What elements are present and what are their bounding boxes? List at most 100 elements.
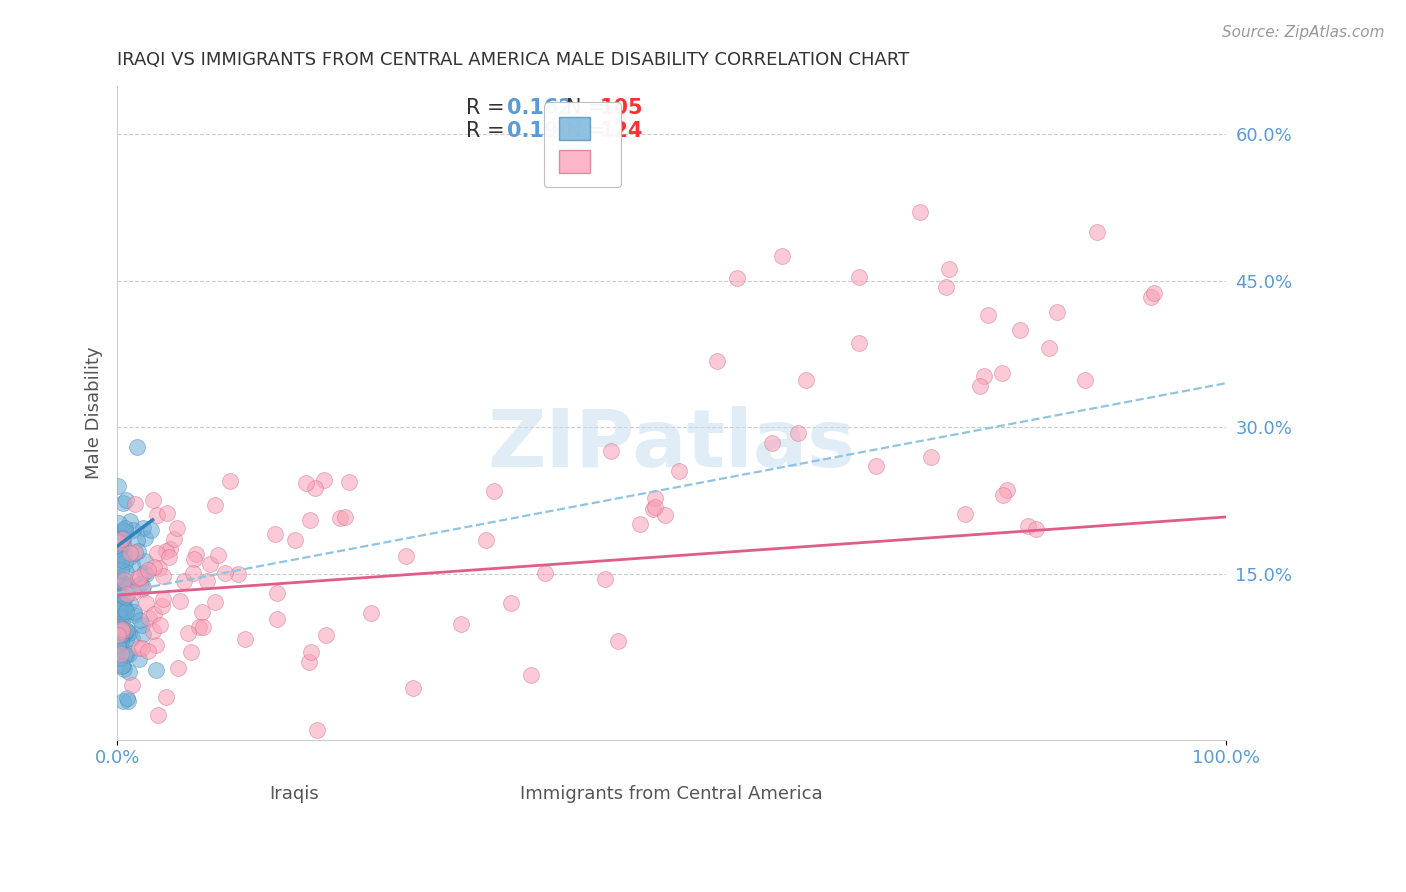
Point bbox=[149, 617, 172, 632]
Point bbox=[112, 600, 135, 615]
Point bbox=[107, 628, 129, 642]
Point bbox=[111, 657, 134, 672]
Point bbox=[115, 582, 138, 596]
Point bbox=[169, 593, 191, 607]
Point bbox=[156, 506, 179, 520]
Point bbox=[115, 624, 138, 639]
Point bbox=[135, 596, 157, 610]
Point bbox=[299, 645, 322, 659]
Point bbox=[204, 595, 226, 609]
Point bbox=[107, 563, 129, 577]
Point bbox=[112, 548, 135, 562]
Point bbox=[111, 531, 134, 545]
Point bbox=[115, 604, 138, 618]
Text: Source: ZipAtlas.com: Source: ZipAtlas.com bbox=[1222, 25, 1385, 40]
Point bbox=[706, 353, 728, 368]
Point bbox=[111, 611, 134, 625]
Point bbox=[118, 648, 141, 662]
Point bbox=[124, 546, 146, 560]
Point bbox=[848, 270, 870, 285]
Point bbox=[110, 534, 132, 549]
Point bbox=[450, 616, 472, 631]
Point bbox=[108, 574, 131, 589]
Y-axis label: Male Disability: Male Disability bbox=[86, 346, 103, 479]
Point bbox=[198, 557, 221, 571]
Text: N =: N = bbox=[567, 121, 613, 141]
Point bbox=[107, 577, 129, 591]
Point bbox=[938, 262, 960, 277]
Point bbox=[152, 591, 174, 606]
Point bbox=[127, 533, 149, 548]
Point bbox=[120, 549, 142, 564]
Point bbox=[181, 566, 204, 580]
Point bbox=[135, 567, 157, 582]
Point bbox=[114, 524, 136, 538]
Point bbox=[190, 605, 212, 619]
Text: ZIPatlas: ZIPatlas bbox=[488, 406, 856, 484]
Point bbox=[305, 723, 328, 737]
Point bbox=[115, 586, 138, 600]
Point bbox=[112, 523, 135, 537]
Point bbox=[110, 549, 132, 563]
Point bbox=[145, 663, 167, 677]
Point bbox=[124, 545, 146, 559]
Point bbox=[107, 638, 129, 652]
Point bbox=[128, 651, 150, 665]
Point bbox=[474, 533, 496, 548]
Point bbox=[127, 577, 149, 591]
Point bbox=[314, 473, 336, 487]
Point bbox=[607, 633, 630, 648]
Point bbox=[111, 659, 134, 673]
Point bbox=[136, 563, 159, 577]
Point bbox=[148, 561, 170, 575]
Point bbox=[207, 548, 229, 562]
Point bbox=[204, 498, 226, 512]
Point bbox=[107, 611, 129, 625]
Point bbox=[155, 690, 177, 705]
Point bbox=[295, 475, 318, 490]
Point bbox=[725, 271, 748, 285]
Point bbox=[263, 527, 285, 541]
Point bbox=[188, 620, 211, 634]
Point bbox=[128, 569, 150, 583]
Point bbox=[142, 624, 165, 638]
Point bbox=[117, 579, 139, 593]
Text: 0.190: 0.190 bbox=[508, 121, 574, 141]
Point bbox=[111, 624, 134, 638]
Point bbox=[180, 645, 202, 659]
Point bbox=[115, 648, 138, 662]
Point bbox=[108, 651, 131, 665]
Point bbox=[266, 612, 288, 626]
Point bbox=[183, 552, 205, 566]
Point bbox=[1008, 322, 1031, 336]
Point bbox=[233, 632, 256, 646]
Text: R =: R = bbox=[467, 98, 512, 119]
Point bbox=[112, 662, 135, 676]
Point bbox=[186, 547, 208, 561]
Point bbox=[107, 609, 129, 624]
Point bbox=[114, 624, 136, 638]
Text: IRAQI VS IMMIGRANTS FROM CENTRAL AMERICA MALE DISABILITY CORRELATION CHART: IRAQI VS IMMIGRANTS FROM CENTRAL AMERICA… bbox=[117, 51, 910, 69]
Point bbox=[1140, 290, 1163, 304]
Point bbox=[143, 559, 166, 574]
Point bbox=[111, 693, 134, 707]
Point bbox=[402, 681, 425, 695]
Point bbox=[155, 543, 177, 558]
Point bbox=[121, 678, 143, 692]
Point bbox=[953, 507, 976, 521]
Point bbox=[112, 536, 135, 550]
Point bbox=[114, 493, 136, 508]
Point bbox=[219, 475, 242, 489]
Point bbox=[110, 624, 132, 638]
Point bbox=[150, 599, 173, 614]
Point bbox=[107, 528, 129, 542]
Point bbox=[641, 501, 664, 516]
Point bbox=[108, 536, 131, 550]
Text: Iraqis: Iraqis bbox=[270, 785, 319, 804]
Point bbox=[122, 585, 145, 599]
Point bbox=[120, 514, 142, 528]
Point bbox=[995, 483, 1018, 497]
Point bbox=[315, 627, 337, 641]
Point bbox=[794, 373, 817, 387]
Point bbox=[284, 533, 307, 547]
